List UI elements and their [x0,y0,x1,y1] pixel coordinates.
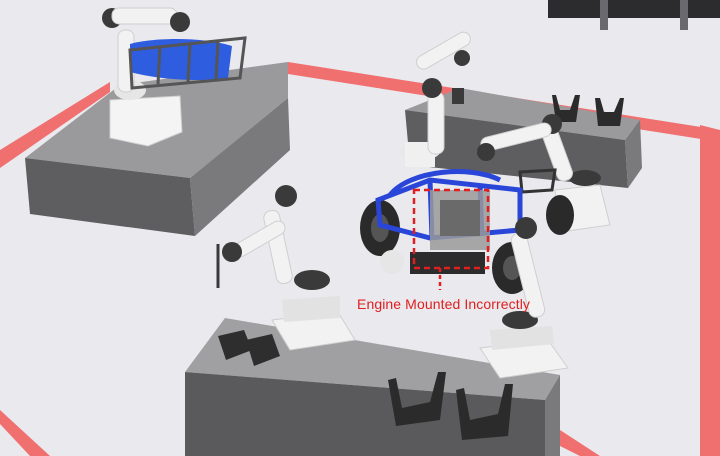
fixture-brackets-top [552,95,624,126]
defect-annotation-label: Engine Mounted Incorrectly [357,296,531,312]
wall-post-2 [680,0,688,30]
wall-post [600,0,608,30]
robot-arm-bottom-left [216,185,356,351]
back-wall [548,0,720,18]
robot-arm-top-middle [400,31,471,167]
defect-highlight-box [412,188,490,270]
pedestal-bottom [185,318,560,456]
robot-arm-top-left [102,7,247,147]
fixture-blocks-bottom [218,330,513,440]
robot-arm-bottom-right [479,217,569,379]
